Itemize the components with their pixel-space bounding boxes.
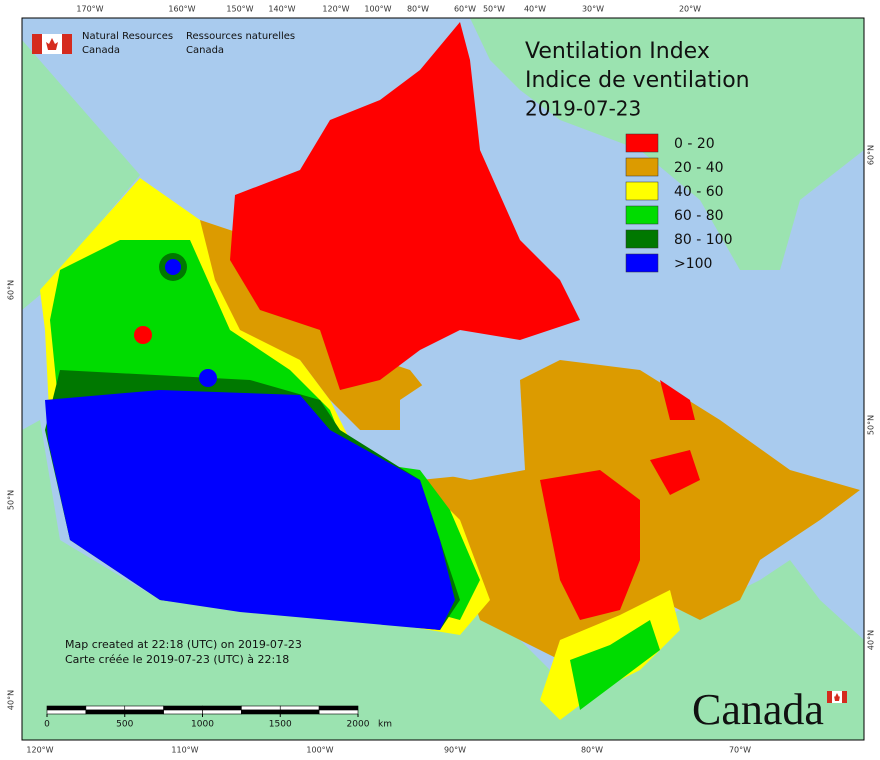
legend-label: 20 - 40 xyxy=(674,160,724,176)
hudson-bay xyxy=(400,360,525,480)
scale-segment xyxy=(241,705,281,711)
scale-label: 0 xyxy=(44,720,50,730)
scale-label: 500 xyxy=(116,720,133,730)
legend-label: 40 - 60 xyxy=(674,184,724,200)
region-green-ontario xyxy=(570,620,660,710)
legend-swatch xyxy=(625,253,659,273)
flag-bar xyxy=(32,34,42,54)
note: Map created at 22:18 (UTC) on 2019-07-23 xyxy=(65,638,302,651)
scale-segment xyxy=(163,705,203,711)
graticule-label: 170°W xyxy=(76,5,103,14)
region-red-east xyxy=(660,380,695,420)
legend-label: >100 xyxy=(674,256,712,272)
title: Ventilation Index xyxy=(525,39,710,64)
legend: 0 - 20 20 - 40 40 - 60 60 - 80 80 - 100 >100 xyxy=(625,133,733,273)
alaska xyxy=(22,40,140,310)
org-en: Canada xyxy=(82,45,120,56)
legend-label: 60 - 80 xyxy=(674,208,724,224)
scale-segment xyxy=(124,709,164,715)
scale-segment xyxy=(318,705,359,711)
scale-segment xyxy=(85,705,126,711)
blob xyxy=(199,369,217,387)
nrcan-logo xyxy=(32,34,72,54)
flag-leaf xyxy=(46,38,58,50)
graticule-label: 60°N xyxy=(867,145,876,165)
scale-segment xyxy=(163,709,203,715)
scale-segment xyxy=(46,705,87,711)
graticule-label: 50°N xyxy=(7,490,16,510)
graticule-label: 100°W xyxy=(364,5,391,14)
graticule-label: 30°W xyxy=(582,5,604,14)
blob xyxy=(134,326,152,344)
title: Indice de ventilation xyxy=(525,68,750,93)
graticule-label: 120°W xyxy=(322,5,349,14)
graticule-label: 60°W xyxy=(454,5,476,14)
scale-unit: km xyxy=(378,720,392,730)
graticule-label: 20°W xyxy=(679,5,701,14)
usa xyxy=(22,420,864,740)
legend-swatch xyxy=(625,133,659,153)
scale-label: 1500 xyxy=(269,720,292,730)
graticule-label: 40°N xyxy=(7,690,16,710)
graticule-label: 160°W xyxy=(168,5,195,14)
region-red-quebec xyxy=(540,470,640,620)
map-border xyxy=(21,17,865,741)
org-en: Natural Resources xyxy=(82,31,173,42)
wordmark: Canada xyxy=(692,685,824,734)
greenland xyxy=(470,18,864,270)
scale-segment xyxy=(85,709,126,715)
legend-swatch xyxy=(625,181,659,201)
org-fr: Ressources naturelles xyxy=(186,31,295,42)
graticule-label: 50°W xyxy=(483,5,505,14)
graticule-label: 90°W xyxy=(444,746,466,755)
scale-segment xyxy=(124,705,164,711)
scale-segment xyxy=(241,709,281,715)
region-red-labrador xyxy=(650,450,700,495)
legend-swatch xyxy=(625,205,659,225)
region-blue xyxy=(45,390,455,630)
graticule-label: 80°W xyxy=(581,746,603,755)
graticule-label: 100°W xyxy=(306,746,333,755)
scale-segment xyxy=(279,709,320,715)
scale-segment xyxy=(202,705,242,711)
scale-segment xyxy=(46,709,87,715)
legend-swatch xyxy=(625,229,659,249)
graticule-label: 110°W xyxy=(171,746,198,755)
graticule: 170°W 160°W 150°W 140°W 120°W 100°W 80°W 60°W 50… xyxy=(7,5,876,755)
graticule-label: 140°W xyxy=(268,5,295,14)
scale-segment xyxy=(279,705,320,711)
graticule-label: 80°W xyxy=(407,5,429,14)
scale-segment xyxy=(318,709,359,715)
flag-bar xyxy=(842,691,847,703)
flag-bar xyxy=(62,34,72,54)
scale-segment xyxy=(202,709,242,715)
graticule-label: 150°W xyxy=(226,5,253,14)
region-red-arctic xyxy=(230,22,580,390)
date: 2019-07-23 xyxy=(525,97,641,121)
blob xyxy=(165,259,181,275)
legend-swatch xyxy=(625,157,659,177)
graticule-label: 40°W xyxy=(524,5,546,14)
graticule-label: 50°N xyxy=(867,415,876,435)
flag-leaf xyxy=(834,693,840,701)
note: Carte créée le 2019-07-23 (UTC) à 22:18 xyxy=(65,653,289,666)
graticule-label: 60°N xyxy=(7,280,16,300)
org-fr: Canada xyxy=(186,45,224,56)
graticule-label: 70°W xyxy=(729,746,751,755)
scale-label: 1000 xyxy=(191,720,214,730)
flag-bar xyxy=(827,691,832,703)
legend-label: 0 - 20 xyxy=(674,136,715,152)
map xyxy=(22,18,864,740)
graticule-label: 40°N xyxy=(867,630,876,650)
scale-bar: 0 500 1000 1500 2000 km xyxy=(44,705,392,730)
scale-label: 2000 xyxy=(347,720,370,730)
graticule-label: 120°W xyxy=(26,746,53,755)
canada-wordmark: Canada xyxy=(692,685,847,734)
legend-label: 80 - 100 xyxy=(674,232,733,248)
